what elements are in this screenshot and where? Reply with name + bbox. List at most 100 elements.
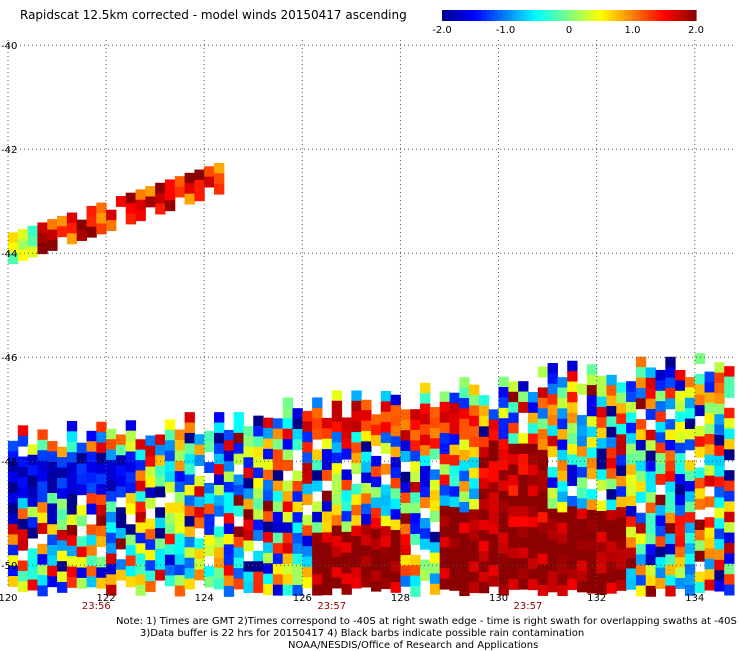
wind-cell	[429, 500, 441, 512]
wind-cell	[233, 557, 244, 569]
wind-cell	[469, 436, 480, 448]
wind-cell	[164, 544, 176, 556]
wind-cell	[498, 376, 509, 388]
wind-cell	[145, 581, 156, 592]
wind-cell	[547, 477, 558, 489]
wind-cell	[321, 542, 333, 554]
colorbar-swatch	[668, 10, 673, 21]
colorbar-swatch	[549, 10, 554, 21]
wind-cell	[263, 480, 274, 491]
wind-cell	[478, 426, 490, 438]
wind-cell	[361, 566, 372, 578]
wind-cell	[292, 439, 303, 451]
wind-cell	[371, 476, 382, 488]
wind-cell	[420, 445, 431, 457]
wind-cell	[66, 212, 78, 224]
wind-cell	[164, 450, 176, 462]
colorbar-swatch	[521, 10, 526, 21]
wind-cell	[655, 515, 666, 527]
wind-cell	[577, 529, 588, 541]
wind-cell	[174, 460, 186, 472]
wind-cell	[567, 495, 578, 507]
wind-cell	[459, 439, 470, 451]
wind-cell	[606, 468, 617, 480]
wind-cell	[292, 470, 303, 482]
wind-cell	[184, 183, 195, 195]
wind-cell	[429, 469, 441, 481]
wind-cell	[272, 470, 284, 482]
wind-cell	[459, 387, 470, 399]
wind-cell	[586, 405, 598, 417]
wind-cell	[321, 438, 333, 450]
wind-cell	[498, 501, 509, 513]
wind-cell	[567, 558, 578, 570]
wind-cell	[694, 446, 706, 458]
wind-cell	[17, 529, 29, 541]
wind-cell	[184, 578, 195, 590]
wind-cell	[57, 571, 68, 583]
colorbar-swatch	[553, 10, 558, 21]
wind-cell	[665, 387, 676, 399]
wind-cell	[135, 199, 146, 211]
wind-cell	[714, 383, 725, 394]
wind-cell	[253, 467, 264, 479]
wind-cell	[164, 565, 176, 576]
wind-cell	[635, 564, 647, 576]
wind-cell	[547, 519, 558, 530]
wind-cell	[606, 447, 617, 459]
wind-cell	[361, 441, 372, 453]
wind-cell	[714, 539, 725, 550]
wind-cell	[106, 449, 117, 461]
wind-cell	[557, 501, 568, 513]
wind-cell	[420, 413, 431, 425]
wind-cell	[263, 563, 274, 575]
wind-cell	[17, 477, 29, 489]
wind-cell	[449, 423, 460, 435]
wind-cell	[125, 524, 137, 536]
wind-cell	[645, 565, 657, 576]
colorbar-swatch	[469, 10, 475, 21]
wind-cell	[214, 422, 225, 434]
wind-cell	[145, 445, 156, 457]
wind-cell	[606, 416, 617, 428]
wind-cell	[27, 475, 38, 487]
colorbar-swatch	[660, 10, 665, 21]
wind-cell	[361, 576, 372, 588]
wind-cell	[96, 577, 107, 589]
wind-cell	[596, 386, 607, 398]
wind-cell	[302, 566, 313, 578]
wind-cell	[567, 527, 578, 539]
wind-cell	[586, 364, 598, 376]
wind-cell	[184, 495, 195, 507]
wind-cell	[233, 568, 244, 579]
wind-cell	[498, 522, 509, 534]
colorbar-swatch	[580, 10, 586, 21]
wind-cell	[616, 569, 627, 581]
wind-cell	[645, 554, 657, 566]
wind-cell	[135, 564, 146, 575]
wind-cell	[577, 550, 588, 562]
wind-cell	[586, 468, 598, 480]
wind-cell	[724, 490, 735, 502]
wind-cell	[527, 392, 539, 403]
wind-cell	[37, 439, 48, 451]
wind-cell	[635, 367, 647, 379]
y-tick-label: -40	[1, 41, 17, 52]
wind-cell	[371, 528, 382, 540]
wind-cell	[243, 582, 254, 593]
wind-cell	[380, 515, 392, 527]
wind-cell	[361, 493, 372, 505]
wind-cell	[223, 523, 235, 535]
wind-cell	[478, 499, 490, 511]
wind-cell	[282, 522, 294, 534]
wind-cell	[655, 380, 666, 392]
wind-cell	[292, 584, 303, 596]
wind-cell	[331, 546, 343, 558]
wind-cell	[577, 435, 588, 447]
wind-cell	[292, 408, 303, 420]
wind-cell	[155, 538, 166, 550]
wind-cell	[86, 566, 97, 577]
wind-cell	[469, 384, 480, 396]
wind-cell	[351, 463, 362, 475]
wind-cell	[361, 555, 372, 567]
